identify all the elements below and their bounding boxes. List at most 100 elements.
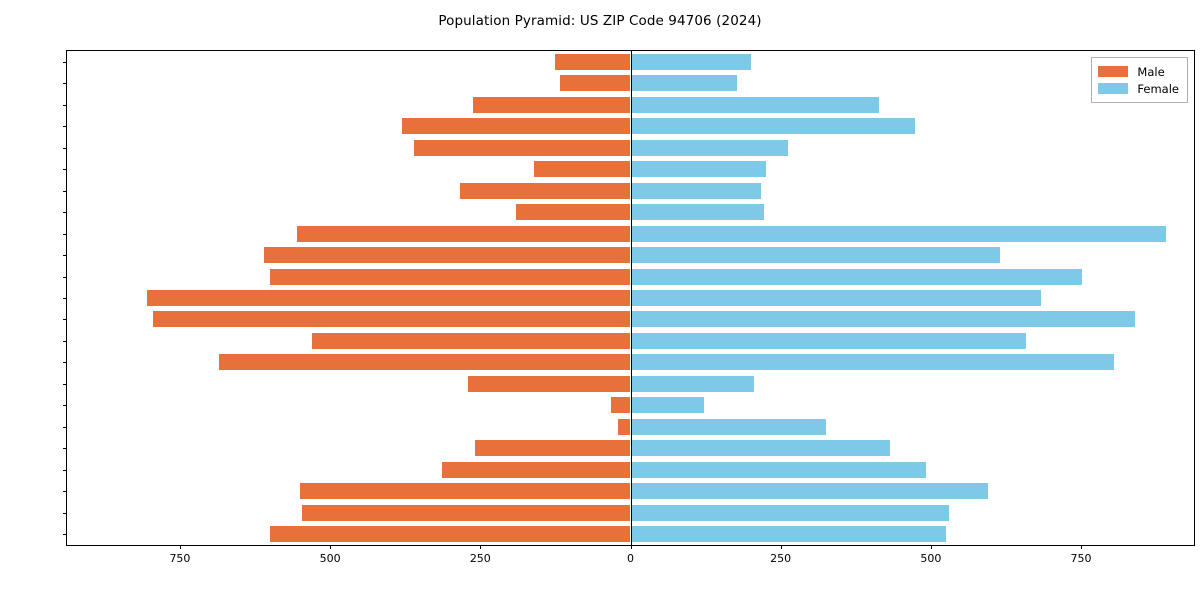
bar-female xyxy=(631,504,949,521)
x-axis-tick-mark xyxy=(780,545,782,549)
bar-female xyxy=(631,268,1083,285)
bar-row xyxy=(67,397,1194,414)
bar-female xyxy=(631,483,988,500)
y-axis-tick-mark xyxy=(63,512,67,514)
bar-row xyxy=(67,483,1194,500)
x-axis-tick-mark xyxy=(930,545,932,549)
bar-male xyxy=(152,311,631,328)
bar-row xyxy=(67,418,1194,435)
bar-female xyxy=(631,182,762,199)
bar-female xyxy=(631,204,764,221)
bar-female xyxy=(631,53,751,70)
bar-male xyxy=(534,161,631,178)
y-axis-tick-mark xyxy=(63,212,67,214)
y-axis-tick-mark xyxy=(63,190,67,192)
plot-inner: 85+80-8475-7970-7467-6965-6662-6460-6155… xyxy=(63,51,1194,565)
bar-female xyxy=(631,440,891,457)
bar-male xyxy=(516,204,631,221)
y-axis-tick-mark xyxy=(63,147,67,149)
bar-row xyxy=(67,96,1194,113)
legend-swatch xyxy=(1098,66,1129,77)
y-axis-tick-mark xyxy=(63,169,67,171)
bar-female xyxy=(631,75,738,92)
y-axis-tick-mark xyxy=(63,491,67,493)
bar-row xyxy=(67,247,1194,264)
bar-male xyxy=(555,53,631,70)
x-axis-tick-label: 500 xyxy=(319,552,341,565)
y-axis-tick-mark xyxy=(63,83,67,85)
bar-female xyxy=(631,332,1026,349)
bar-row xyxy=(67,118,1194,135)
bar-female xyxy=(631,247,1000,264)
legend-swatch xyxy=(1098,83,1129,94)
bar-male xyxy=(401,118,631,135)
y-axis-tick-mark xyxy=(63,104,67,106)
bar-male xyxy=(474,440,631,457)
bar-row xyxy=(67,53,1194,70)
x-axis-tick-label: 750 xyxy=(169,552,191,565)
bar-male xyxy=(218,354,631,371)
bar-row xyxy=(67,161,1194,178)
x-axis-tick-mark xyxy=(480,545,482,549)
bar-female xyxy=(631,225,1166,242)
bar-female xyxy=(631,118,916,135)
bar-male xyxy=(560,75,631,92)
bar-row xyxy=(67,461,1194,478)
bar-female xyxy=(631,290,1041,306)
bar-male xyxy=(301,504,631,521)
bar-female xyxy=(631,354,1115,371)
bar-row xyxy=(67,225,1194,242)
y-axis-tick-mark xyxy=(63,61,67,63)
x-axis-tick-mark xyxy=(630,545,632,549)
bar-male xyxy=(460,182,631,199)
y-axis-tick-mark xyxy=(63,448,67,450)
bar-female xyxy=(631,375,754,392)
bar-male xyxy=(610,397,631,414)
y-axis-tick-mark xyxy=(63,233,67,235)
bar-male xyxy=(270,526,631,543)
bar-row xyxy=(67,311,1194,328)
bar-row xyxy=(67,526,1194,543)
y-axis-tick-mark xyxy=(63,383,67,385)
x-axis-tick-label: 0 xyxy=(627,552,634,565)
bar-male xyxy=(297,225,631,242)
x-axis-tick-label: 750 xyxy=(1070,552,1092,565)
bar-row xyxy=(67,75,1194,92)
bar-row xyxy=(67,440,1194,457)
y-axis-tick-mark xyxy=(63,255,67,257)
bar-male xyxy=(441,461,631,478)
bar-male xyxy=(414,139,631,156)
bar-male xyxy=(618,418,631,435)
bar-male xyxy=(472,96,631,113)
x-axis-tick-label: 250 xyxy=(770,552,792,565)
bar-row xyxy=(67,332,1194,349)
bar-female xyxy=(631,526,946,543)
x-axis-tick-label: 500 xyxy=(920,552,942,565)
legend-label: Female xyxy=(1137,81,1179,96)
bar-row xyxy=(67,375,1194,392)
plot-area: 85+80-8475-7970-7467-6965-6662-6460-6155… xyxy=(63,50,1195,565)
legend-entry[interactable]: Female xyxy=(1098,80,1179,97)
x-axis-tick-label: 250 xyxy=(469,552,491,565)
bar-male xyxy=(312,332,631,349)
bar-male xyxy=(264,247,631,264)
bar-female xyxy=(631,96,880,113)
legend-entry[interactable]: Male xyxy=(1098,63,1179,80)
y-axis-tick-mark xyxy=(63,276,67,278)
bar-female xyxy=(631,418,826,435)
y-axis-tick-mark xyxy=(63,126,67,128)
bar-row xyxy=(67,268,1194,285)
bar-female xyxy=(631,461,927,478)
zero-axis-line xyxy=(630,51,632,545)
y-axis-tick-mark xyxy=(63,405,67,407)
bar-row xyxy=(67,290,1194,306)
bar-female xyxy=(631,139,789,156)
bar-male xyxy=(146,290,631,306)
y-axis-tick-mark xyxy=(63,319,67,321)
bar-row xyxy=(67,354,1194,371)
y-axis-tick-mark xyxy=(63,362,67,364)
bar-male xyxy=(468,375,631,392)
bar-row xyxy=(67,204,1194,221)
x-axis-tick-mark xyxy=(179,545,181,549)
